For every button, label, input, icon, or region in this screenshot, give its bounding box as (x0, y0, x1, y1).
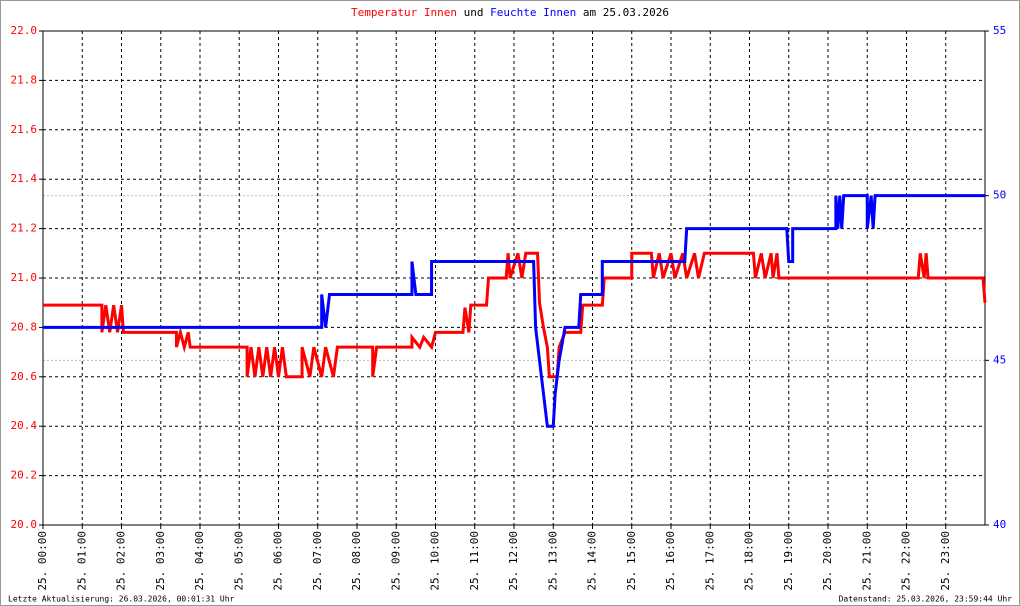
x-tick-label: 25. 06:00 (272, 531, 285, 591)
y-tick-label: 21.8 (11, 73, 38, 86)
x-tick-label: 25. 09:00 (389, 531, 402, 591)
y-tick-label: 21.0 (11, 271, 38, 284)
x-tick-label: 25. 03:00 (154, 531, 167, 591)
x-tick-label: 25. 13:00 (546, 531, 559, 591)
series-line (43, 251, 987, 379)
x-tick-label: 25. 22:00 (900, 531, 913, 591)
footer-right: Datenstand: 25.03.2026, 23:59:44 Uhr (839, 595, 1013, 604)
x-tick-label: 25. 04:00 (193, 531, 206, 591)
x-tick-label: 25. 02:00 (115, 531, 128, 591)
title-temp: Temperatur Innen (351, 6, 457, 19)
x-tick-label: 25. 14:00 (586, 531, 599, 591)
x-tick-label: 25. 07:00 (311, 531, 324, 591)
x-tick-label: 25. 10:00 (429, 531, 442, 591)
y-tick-label: 22.0 (11, 24, 38, 37)
x-tick-label: 25. 21:00 (860, 531, 873, 591)
y-tick-label: 21.4 (11, 172, 38, 185)
x-tick-label: 25. 23:00 (939, 531, 952, 591)
title-date: am 25.03.2026 (583, 6, 669, 19)
x-tick-label: 25. 15:00 (625, 531, 638, 591)
title-hum: Feuchte Innen (490, 6, 576, 19)
y-tick-label: 20.6 (11, 370, 38, 383)
footer-left: Letzte Aktualisierung: 26.03.2026, 00:01… (8, 595, 235, 604)
x-tick-label: 25. 17:00 (703, 531, 716, 591)
x-tick-label: 25. 05:00 (232, 531, 245, 591)
y-tick-label: 21.6 (11, 123, 38, 136)
y-tick-label: 20.4 (11, 419, 38, 432)
series-line (43, 194, 985, 428)
x-tick-label: 25. 00:00 (36, 531, 49, 591)
x-tick-label: 25. 18:00 (743, 531, 756, 591)
x-tick-label: 25. 16:00 (664, 531, 677, 591)
y2-tick-label: 55 (993, 24, 1006, 37)
x-tick-label: 25. 01:00 (75, 531, 88, 591)
x-tick-label: 25. 08:00 (350, 531, 363, 591)
x-tick-label: 25. 11:00 (468, 531, 481, 591)
y-tick-label: 21.2 (11, 222, 38, 235)
y2-tick-label: 50 (993, 189, 1006, 202)
y-tick-label: 20.2 (11, 469, 38, 482)
y2-tick-label: 40 (993, 518, 1006, 531)
x-tick-label: 25. 20:00 (821, 531, 834, 591)
plot-frame (42, 30, 986, 526)
y2-tick-label: 45 (993, 353, 1006, 366)
y-tick-label: 20.0 (11, 518, 38, 531)
chart-title: Temperatur Innen und Feuchte Innen am 25… (351, 6, 669, 19)
title-connector: und (464, 6, 484, 19)
y-tick-label: 20.8 (11, 320, 38, 333)
x-tick-label: 25. 19:00 (782, 531, 795, 591)
x-tick-label: 25. 12:00 (507, 531, 520, 591)
